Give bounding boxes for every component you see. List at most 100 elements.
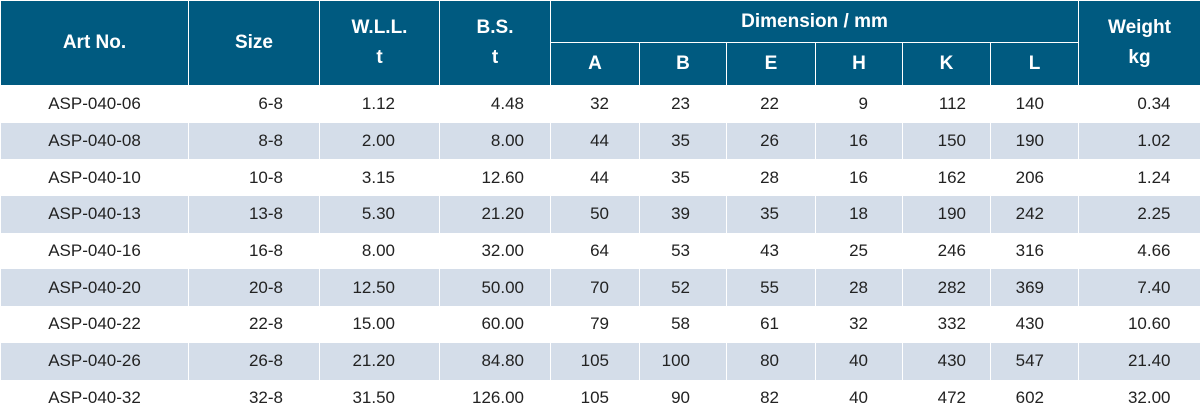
cell-weight: 1.24 [1079, 159, 1200, 196]
header-weight-unit: kg [1079, 43, 1200, 73]
cell-weight: 21.40 [1079, 343, 1200, 380]
cell-wll: 5.30 [320, 196, 440, 233]
cell-dim-h: 40 [816, 380, 903, 416]
cell-size: 10-8 [189, 159, 320, 196]
cell-dim-h: 32 [816, 306, 903, 343]
cell-wll: 1.12 [320, 86, 440, 123]
cell-dim-h: 16 [816, 123, 903, 160]
cell-dim-b: 58 [640, 306, 727, 343]
cell-dim-l: 430 [991, 306, 1079, 343]
cell-dim-l: 369 [991, 269, 1079, 306]
table-header: Art No. Size W.L.L. t B.S. t Dimension /… [1, 1, 1200, 86]
cell-dim-l: 206 [991, 159, 1079, 196]
header-bs-label: B.S. [440, 13, 550, 43]
header-wll-label: W.L.L. [320, 13, 439, 43]
cell-bs: 12.60 [440, 159, 551, 196]
header-dim-e: E [727, 43, 816, 86]
cell-dim-h: 16 [816, 159, 903, 196]
cell-weight: 32.00 [1079, 380, 1200, 416]
cell-dim-b: 53 [640, 233, 727, 270]
cell-dim-b: 23 [640, 86, 727, 123]
cell-dim-e: 43 [727, 233, 816, 270]
cell-size: 13-8 [189, 196, 320, 233]
cell-dim-e: 22 [727, 86, 816, 123]
cell-dim-a: 79 [551, 306, 640, 343]
header-art-no: Art No. [1, 1, 189, 86]
cell-dim-e: 28 [727, 159, 816, 196]
header-weight: Weight kg [1079, 1, 1200, 86]
cell-size: 32-8 [189, 380, 320, 416]
cell-bs: 84.80 [440, 343, 551, 380]
cell-wll: 31.50 [320, 380, 440, 416]
cell-art-no: ASP-040-20 [1, 269, 189, 306]
cell-dim-e: 80 [727, 343, 816, 380]
cell-dim-l: 602 [991, 380, 1079, 416]
cell-dim-e: 82 [727, 380, 816, 416]
cell-weight: 1.02 [1079, 123, 1200, 160]
cell-wll: 3.15 [320, 159, 440, 196]
cell-dim-h: 28 [816, 269, 903, 306]
table-row: ASP-040-10 10-8 3.15 12.60 44 35 28 16 1… [1, 159, 1200, 196]
header-weight-label: Weight [1079, 13, 1200, 43]
cell-size: 26-8 [189, 343, 320, 380]
table-row: ASP-040-06 6-8 1.12 4.48 32 23 22 9 112 … [1, 86, 1200, 123]
table-row: ASP-040-20 20-8 12.50 50.00 70 52 55 28 … [1, 269, 1200, 306]
cell-dim-h: 9 [816, 86, 903, 123]
cell-dim-h: 25 [816, 233, 903, 270]
cell-dim-l: 242 [991, 196, 1079, 233]
cell-dim-k: 246 [903, 233, 991, 270]
cell-dim-h: 40 [816, 343, 903, 380]
cell-dim-b: 35 [640, 159, 727, 196]
cell-weight: 10.60 [1079, 306, 1200, 343]
cell-size: 16-8 [189, 233, 320, 270]
header-dim-k: K [903, 43, 991, 86]
header-size: Size [189, 1, 320, 86]
cell-art-no: ASP-040-13 [1, 196, 189, 233]
header-dim-h: H [816, 43, 903, 86]
cell-dim-k: 190 [903, 196, 991, 233]
cell-dim-a: 64 [551, 233, 640, 270]
header-dim-l: L [991, 43, 1079, 86]
cell-wll: 12.50 [320, 269, 440, 306]
cell-bs: 32.00 [440, 233, 551, 270]
cell-size: 6-8 [189, 86, 320, 123]
cell-art-no: ASP-040-10 [1, 159, 189, 196]
cell-dim-e: 35 [727, 196, 816, 233]
cell-dim-b: 90 [640, 380, 727, 416]
cell-art-no: ASP-040-16 [1, 233, 189, 270]
cell-dim-b: 52 [640, 269, 727, 306]
cell-dim-a: 32 [551, 86, 640, 123]
cell-dim-a: 50 [551, 196, 640, 233]
header-wll-unit: t [320, 43, 439, 73]
table-body: ASP-040-06 6-8 1.12 4.48 32 23 22 9 112 … [1, 86, 1200, 416]
table-row: ASP-040-22 22-8 15.00 60.00 79 58 61 32 … [1, 306, 1200, 343]
cell-dim-a: 44 [551, 123, 640, 160]
cell-dim-b: 35 [640, 123, 727, 160]
cell-dim-a: 105 [551, 380, 640, 416]
table-row: ASP-040-16 16-8 8.00 32.00 64 53 43 25 2… [1, 233, 1200, 270]
cell-dim-h: 18 [816, 196, 903, 233]
table-row: ASP-040-08 8-8 2.00 8.00 44 35 26 16 150… [1, 123, 1200, 160]
cell-art-no: ASP-040-26 [1, 343, 189, 380]
cell-art-no: ASP-040-22 [1, 306, 189, 343]
cell-dim-k: 150 [903, 123, 991, 160]
cell-size: 22-8 [189, 306, 320, 343]
cell-dim-a: 70 [551, 269, 640, 306]
table-row: ASP-040-26 26-8 21.20 84.80 105 100 80 4… [1, 343, 1200, 380]
cell-dim-e: 61 [727, 306, 816, 343]
header-dim-b: B [640, 43, 727, 86]
cell-bs: 60.00 [440, 306, 551, 343]
header-wll: W.L.L. t [320, 1, 440, 86]
cell-dim-k: 430 [903, 343, 991, 380]
cell-dim-k: 112 [903, 86, 991, 123]
header-bs: B.S. t [440, 1, 551, 86]
table-row: ASP-040-13 13-8 5.30 21.20 50 39 35 18 1… [1, 196, 1200, 233]
cell-weight: 7.40 [1079, 269, 1200, 306]
cell-dim-l: 547 [991, 343, 1079, 380]
cell-wll: 2.00 [320, 123, 440, 160]
cell-art-no: ASP-040-08 [1, 123, 189, 160]
cell-dim-e: 55 [727, 269, 816, 306]
cell-dim-k: 332 [903, 306, 991, 343]
cell-size: 20-8 [189, 269, 320, 306]
